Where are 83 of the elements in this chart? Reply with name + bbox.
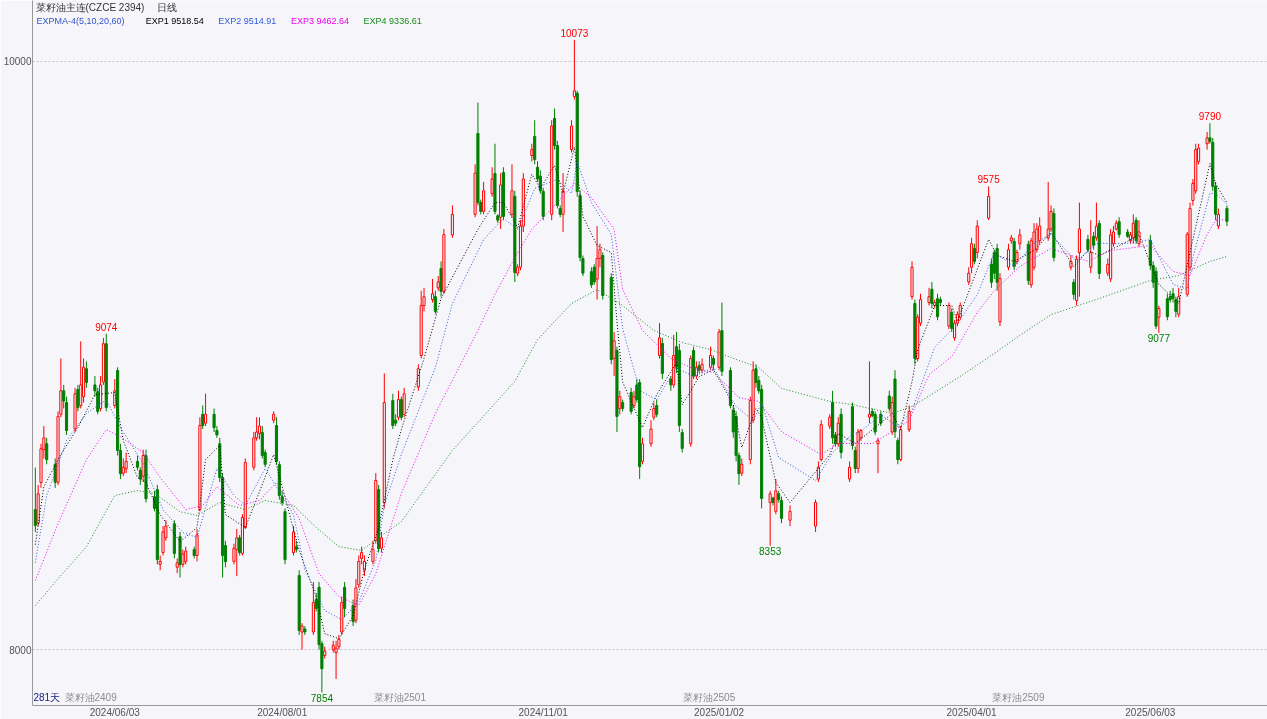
annotation: 9074: [95, 321, 118, 333]
candlestick: [141, 449, 145, 483]
text: EXP1 9518.54: [145, 15, 204, 26]
candlestick: [1137, 219, 1141, 248]
candlestick: [416, 363, 420, 392]
candlestick: [113, 378, 117, 409]
candlestick: [907, 405, 911, 433]
legend-title: EXPMA-4(5,10,20,60): [36, 15, 125, 26]
text: EXP4 9336.61: [363, 15, 422, 26]
candlestick: [972, 243, 976, 265]
text: EXP2 9514.91: [218, 15, 277, 26]
candlestick: [1046, 181, 1050, 242]
candlestick: [848, 460, 852, 483]
candlestick: [680, 428, 684, 454]
annotation: 9790: [1198, 111, 1222, 123]
candlestick: [876, 437, 880, 474]
candlestick: [1216, 207, 1220, 230]
candlestick: [1094, 202, 1098, 242]
candlestick: [1205, 131, 1209, 151]
candlestick: [947, 302, 951, 330]
candlestick: [813, 499, 818, 533]
x-tick-label: 2024/08/01: [257, 706, 308, 718]
annotation: 9077: [1147, 332, 1171, 344]
x-tick-label: 2025/04/01: [946, 706, 998, 718]
candlestick: [612, 331, 616, 377]
candlestick: [430, 278, 435, 304]
annotation: 8353: [759, 545, 782, 557]
annotation: 菜籽油2509: [992, 691, 1045, 703]
candlestick: [1165, 293, 1169, 321]
candlestick: [570, 119, 574, 154]
candlestick: [1225, 205, 1229, 227]
x-tick-label: 2025/01/02: [694, 706, 745, 718]
chart-subtitle: 日线: [157, 1, 178, 13]
candlestick: [510, 163, 514, 218]
candlestick: [76, 384, 80, 412]
candlestick: [402, 387, 406, 418]
candlestick: [595, 225, 599, 301]
candlestick: [53, 457, 57, 489]
candlestick: [450, 205, 454, 239]
candlestick: [1018, 228, 1022, 251]
candlestick: [45, 437, 49, 465]
candlestick: [204, 393, 208, 427]
candlestick: [1006, 243, 1011, 271]
annotation: 菜籽油2501: [373, 691, 427, 703]
candlestick: [84, 360, 88, 389]
candlestick: [1134, 216, 1138, 245]
y-tick-label: 10000: [3, 56, 32, 68]
candlestick: [816, 460, 820, 483]
candlestick: [640, 437, 645, 465]
candlestick: [124, 452, 128, 474]
text: EXP3 9462.64: [290, 15, 350, 26]
candlestick: [950, 307, 954, 333]
line-series: [34, 256, 1228, 606]
x-tick-label: 2024/11/01: [518, 706, 569, 718]
candlestick: [987, 185, 991, 221]
annotation: 281天: [33, 691, 61, 703]
candlestick: [1177, 287, 1181, 318]
candlestick: [788, 505, 792, 527]
candlestick: [235, 528, 239, 577]
annotation: 菜籽油2409: [64, 691, 118, 703]
candlestick: [490, 166, 494, 198]
annotation: 7854: [310, 692, 334, 704]
candlestick: [896, 437, 900, 465]
candlestick: [201, 405, 205, 430]
candlestick: [238, 534, 242, 556]
y-tick-label: 8000: [9, 644, 32, 656]
candlestick: [927, 287, 931, 306]
chart-title: 菜籽油主连(CZCE 2394): [35, 1, 145, 13]
candlestick: [343, 581, 347, 618]
candlestick: [1077, 202, 1081, 298]
x-tick-label: 2025/06/03: [1125, 706, 1176, 718]
candlestick: [572, 39, 576, 101]
candlestick: [589, 266, 593, 289]
candlestick: [657, 322, 662, 359]
candlestick: [351, 599, 355, 627]
annotation: 10073: [560, 27, 589, 39]
candlestick: [1072, 278, 1076, 301]
annotation: 菜籽油2505: [683, 691, 736, 703]
candlestick: [379, 531, 384, 554]
x-tick-label: 2024/06/03: [89, 706, 141, 718]
candlestick: [649, 419, 653, 448]
annotation: 9575: [977, 174, 1001, 186]
candlestick: [1157, 305, 1161, 334]
